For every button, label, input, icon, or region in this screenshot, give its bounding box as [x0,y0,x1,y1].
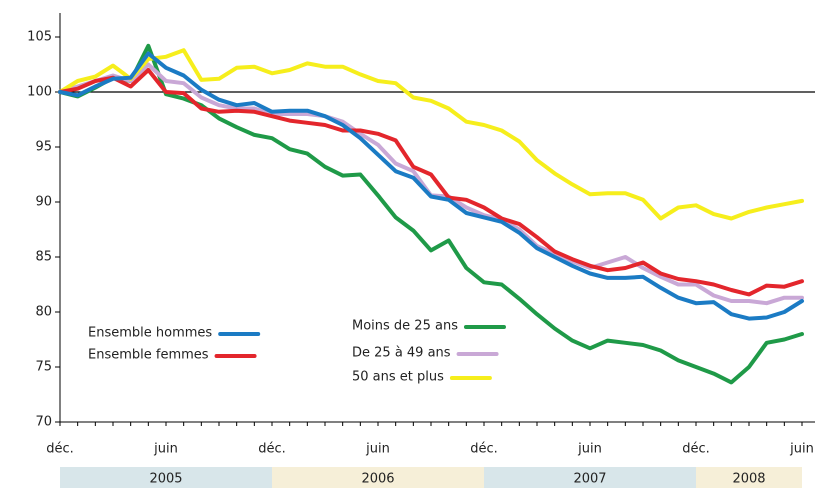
x-tick-label: déc. [258,442,286,457]
year-band [272,467,484,488]
x-tick-label: déc. [470,442,498,457]
y-tick-label: 80 [35,305,52,320]
y-tick-label: 100 [27,85,52,100]
legend-label: De 25 à 49 ans [352,346,451,361]
y-tick-label: 85 [35,250,52,265]
y-tick-label: 105 [27,30,52,45]
y-tick-label: 75 [35,360,52,375]
y-tick-label: 90 [35,195,52,210]
y-tick-label: 70 [35,415,52,430]
year-label: 2008 [732,472,765,487]
year-band [60,467,272,488]
x-tick-label: déc. [682,442,710,457]
year-band [484,467,696,488]
year-label: 2005 [149,472,182,487]
year-label: 2006 [361,472,394,487]
year-band [696,467,802,488]
y-tick-label: 95 [35,140,52,155]
series-line [58,43,804,385]
series-line [58,51,804,321]
legend-label: 50 ans et plus [352,370,444,385]
legend-label: Moins de 25 ans [352,319,458,334]
x-tick-label: juin [365,442,390,457]
legend-label: Ensemble femmes [88,348,209,363]
x-tick-label: juin [577,442,602,457]
year-label: 2007 [573,472,606,487]
x-tick-label: juin [789,442,814,457]
x-tick-label: déc. [46,442,74,457]
series-line [58,68,804,297]
legend-label: Ensemble hommes [88,326,212,341]
series-line [58,48,804,221]
x-tick-label: juin [153,442,178,457]
